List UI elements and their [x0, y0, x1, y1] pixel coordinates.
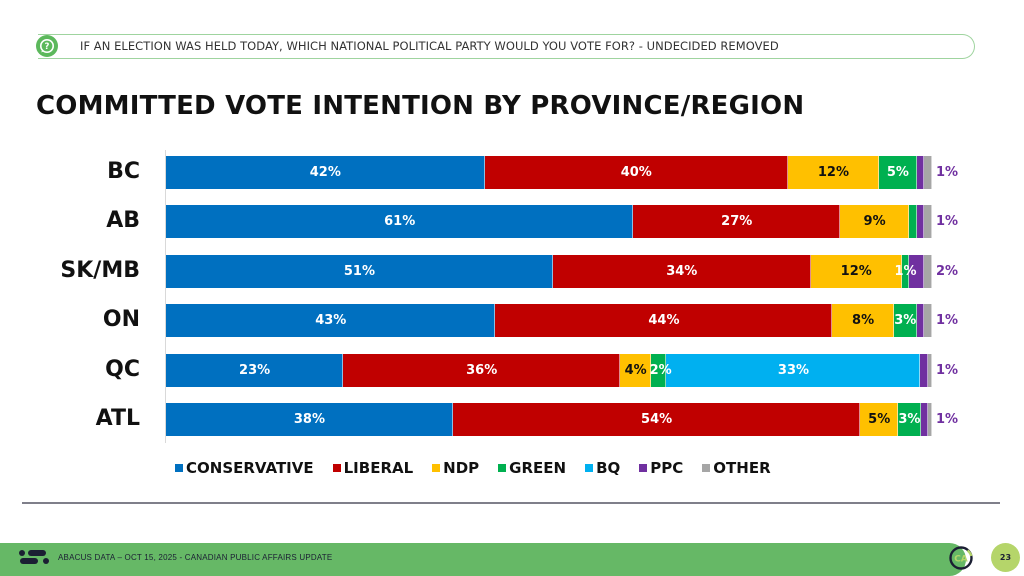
bar-row-atl: 38% 54% 5% 3% 1%	[166, 403, 958, 436]
legend-swatch-ppc	[639, 464, 648, 472]
legend-label-conservative: CONSERVATIVE	[186, 459, 314, 477]
question-bubble-icon: ?	[36, 35, 58, 57]
data-label-sk-mb-ppc: 2%	[936, 263, 959, 279]
bar-segment-atl-liberal	[452, 403, 861, 436]
footer-bar	[0, 543, 966, 576]
row-label-sk-mb: SK/MB	[60, 257, 140, 283]
page-title: COMMITTED VOTE INTENTION BY PROVINCE/REG…	[36, 91, 805, 121]
row-label-bc: BC	[107, 159, 140, 184]
bar-segment-qc-conservative	[166, 353, 344, 387]
legend-swatch-ndp	[432, 464, 441, 472]
legend-swatch-green	[498, 464, 507, 472]
bar-row-bc: 42% 40% 12% 5% 1%	[166, 156, 958, 189]
data-label-ab-ppc: 1%	[936, 214, 959, 230]
footer-divider	[22, 502, 1000, 504]
bar-segment-on-liberal	[495, 304, 833, 338]
bar-segment-ab-ppc	[916, 205, 925, 239]
row-label-on: ON	[102, 307, 140, 333]
legend-item-green: GREEN	[498, 459, 566, 477]
legend-label-ppc: PPC	[650, 459, 684, 477]
ca-logo-text: CA	[954, 555, 968, 565]
bar-row-sk-mb: 51% 34% 12% 1% 2%	[166, 254, 958, 288]
data-label-on-ppc: 1%	[936, 313, 959, 329]
bar-segment-qc-bq	[666, 353, 921, 387]
row-label-atl: ATL	[95, 406, 140, 431]
bar-segment-bc-other	[924, 156, 932, 189]
bar-segment-bc-ndp	[787, 156, 879, 189]
legend-item-ppc: PPC	[639, 459, 683, 477]
bar-segment-atl-conservative	[166, 403, 453, 436]
bar-segment-qc-liberal	[343, 353, 621, 387]
page-number-text: 23	[999, 553, 1012, 562]
stacked-bar-chart: BC 42% 40% 12% 5% 1% AB 61% 27% 9% 1% SK/MB 51% 34% 12…	[60, 150, 958, 443]
legend-item-liberal: LIBERAL	[332, 459, 414, 477]
legend-swatch-conservative	[175, 464, 183, 472]
ca-logo-icon: CA	[948, 545, 974, 571]
legend-item-ndp: NDP	[432, 459, 479, 477]
legend-label-ndp: NDP	[443, 459, 480, 477]
bar-segment-atl-ppc	[920, 403, 929, 436]
bar-segment-sk-mb-ppc	[909, 254, 925, 288]
bar-row-ab: 61% 27% 9% 1%	[166, 205, 958, 239]
bar-segment-qc-other	[928, 353, 932, 387]
bar-segment-bc-conservative	[166, 156, 485, 189]
bar-segment-on-ppc	[916, 304, 925, 338]
svg-text:?: ?	[45, 42, 50, 52]
abacus-logo-icon	[18, 549, 52, 565]
footer-text: ABACUS DATA – OCT 15, 2025 - CANADIAN PU…	[58, 553, 333, 562]
bar-segment-sk-mb-other	[924, 254, 932, 288]
question-banner	[38, 34, 975, 59]
legend-item-conservative: CONSERVATIVE	[175, 459, 314, 477]
question-text: IF AN ELECTION WAS HELD TODAY, WHICH NAT…	[80, 39, 779, 53]
legend-item-other: OTHER	[702, 459, 771, 477]
bar-segment-sk-mb-liberal	[552, 254, 811, 288]
data-label-bc-ppc: 1%	[936, 165, 959, 180]
y-axis-line	[165, 150, 166, 443]
bar-segment-on-ndp	[832, 304, 894, 338]
bar-segment-atl-ndp	[860, 403, 899, 436]
legend-item-bq: BQ	[585, 459, 620, 477]
bar-segment-bc-ppc	[916, 156, 925, 189]
bar-segment-sk-mb-ndp	[810, 254, 902, 288]
bar-segment-qc-ppc	[920, 353, 929, 387]
bar-segment-sk-mb-conservative	[166, 254, 553, 288]
legend-swatch-other	[702, 464, 711, 472]
bar-segment-on-green	[893, 304, 917, 338]
bar-segment-atl-other	[928, 403, 932, 436]
legend-swatch-liberal	[332, 464, 341, 472]
bar-segment-bc-green	[878, 156, 917, 189]
page-number: 23	[991, 543, 1020, 572]
bar-segment-ab-ndp	[840, 205, 910, 239]
data-label-qc-ppc: 1%	[936, 362, 959, 378]
legend-label-green: GREEN	[509, 459, 567, 477]
bar-row-on: 43% 44% 8% 3% 1%	[166, 304, 958, 338]
bar-segment-qc-green	[651, 353, 667, 387]
bar-segment-atl-green	[898, 403, 921, 436]
bar-segment-ab-liberal	[633, 205, 841, 239]
row-label-qc: QC	[105, 356, 140, 382]
bar-segment-ab-conservative	[166, 205, 634, 239]
bar-segment-ab-other	[924, 205, 932, 239]
bar-segment-qc-ndp	[620, 353, 651, 387]
data-label-atl-ppc: 1%	[936, 412, 959, 427]
bar-segment-on-other	[924, 304, 932, 338]
row-label-ab: AB	[106, 208, 140, 234]
chart-legend: CONSERVATIVE LIBERAL NDP GREEN BQ PPC OTHER	[175, 459, 771, 477]
legend-label-bq: BQ	[596, 459, 621, 477]
bar-segment-bc-liberal	[484, 156, 788, 189]
bar-segment-sk-mb-green	[901, 254, 910, 288]
legend-label-liberal: LIBERAL	[343, 459, 414, 477]
legend-label-other: OTHER	[713, 459, 771, 477]
bar-segment-ab-green	[909, 205, 917, 239]
bar-row-qc: 23% 36% 4% 2% 33% 1%	[166, 353, 958, 387]
bar-segment-on-conservative	[166, 304, 496, 338]
legend-swatch-bq	[585, 464, 594, 472]
